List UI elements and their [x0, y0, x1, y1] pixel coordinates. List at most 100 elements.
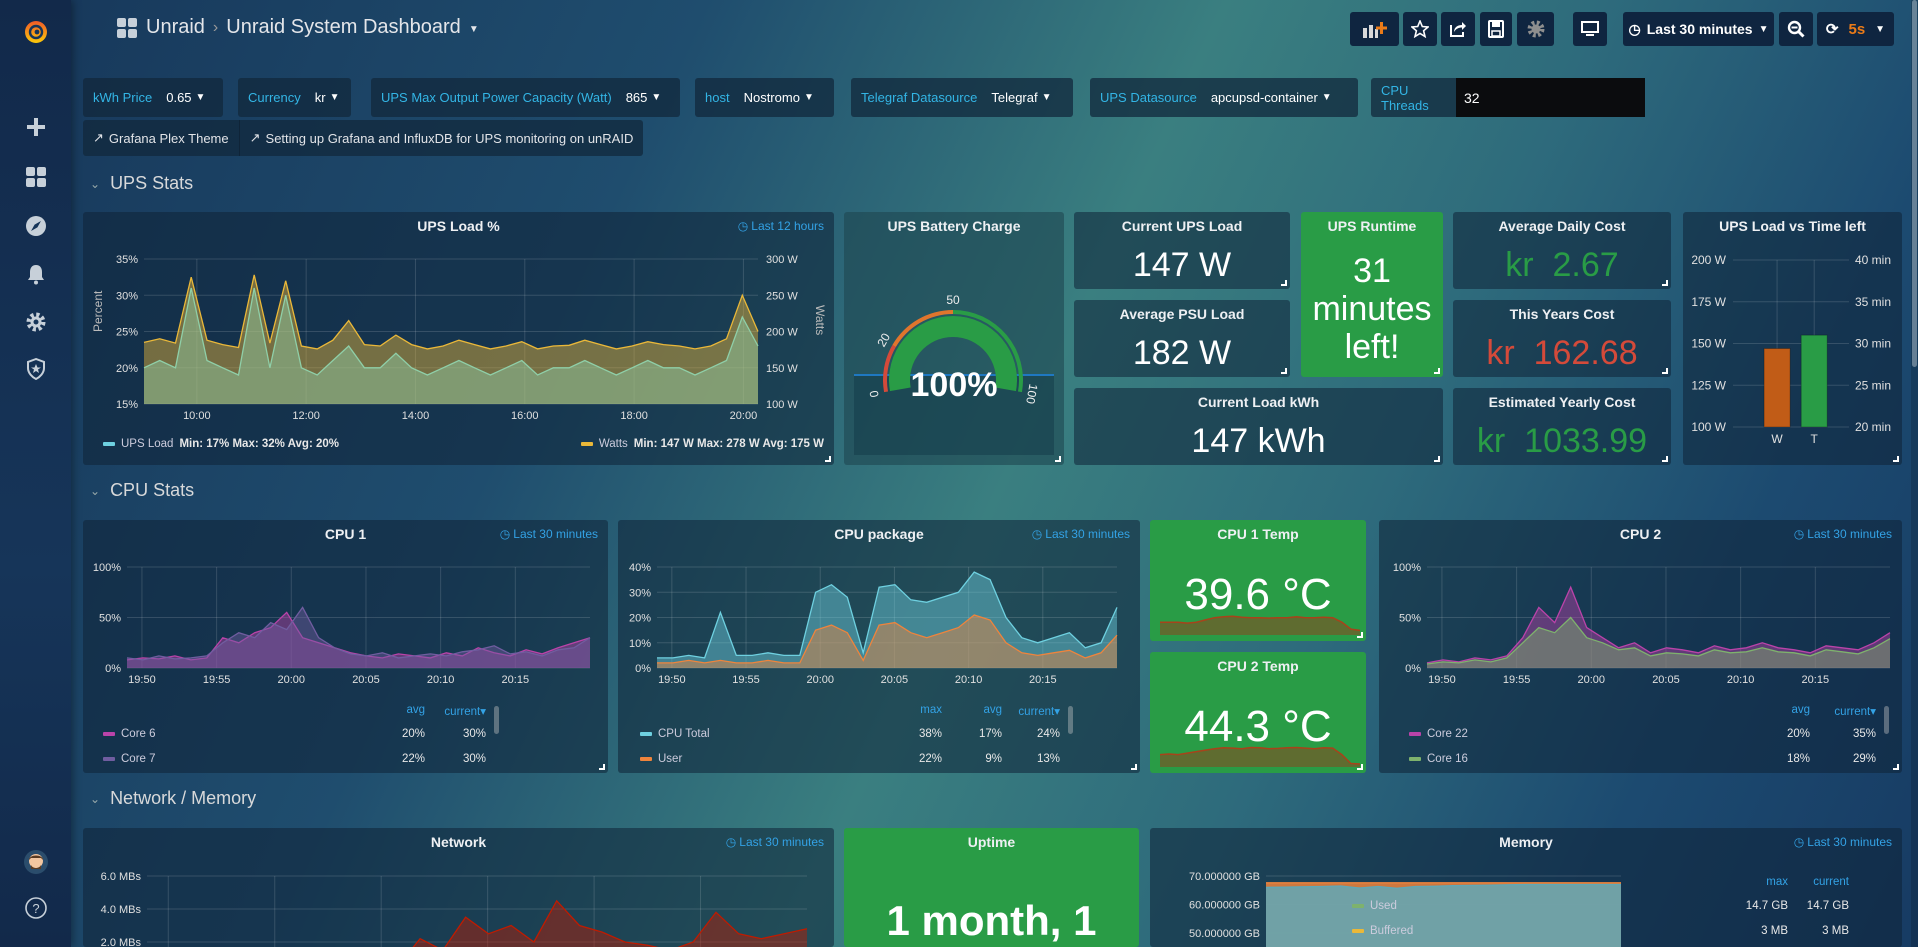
- panel-title[interactable]: This Years Cost: [1509, 306, 1615, 322]
- save-dashboard-button[interactable]: [1480, 12, 1512, 46]
- cpu-package-chart[interactable]: 40% 30% 20% 10% 0% 19:50 19:55 20:00 20:05 20:10 2…: [618, 550, 1140, 700]
- breadcrumb-folder[interactable]: Unraid: [146, 16, 205, 38]
- refresh-picker[interactable]: ⟳ 5s ▼: [1817, 12, 1894, 46]
- refresh-icon[interactable]: ⟳: [1825, 21, 1839, 38]
- compass-explore-icon[interactable]: [22, 212, 50, 240]
- legend-watts[interactable]: Watts Min: 147 W Max: 278 W Avg: 175 W: [580, 438, 824, 450]
- resize-handle[interactable]: [1357, 764, 1363, 770]
- user-avatar[interactable]: [22, 848, 50, 876]
- panel-title[interactable]: Current Load kWh: [1197, 394, 1320, 410]
- panel-title[interactable]: UPS Runtime: [1327, 218, 1417, 234]
- resize-handle[interactable]: [599, 764, 605, 770]
- add-panel-button[interactable]: [1350, 12, 1399, 46]
- legend-column-max[interactable]: max: [920, 704, 942, 716]
- legend-row[interactable]: CPU Total: [640, 728, 710, 740]
- variable-value[interactable]: Nostromo: [743, 90, 800, 105]
- variable-value[interactable]: kr: [314, 90, 326, 105]
- gear-configuration-icon[interactable]: [22, 308, 50, 336]
- refresh-interval[interactable]: 5s: [1848, 20, 1866, 38]
- legend-scrollbar[interactable]: [1884, 706, 1889, 734]
- legend-row[interactable]: Buffered: [1352, 925, 1413, 937]
- legend-column-current[interactable]: current▾: [444, 706, 486, 718]
- legend-ups-load[interactable]: UPS Load Min: 17% Max: 32% Avg: 20%: [103, 438, 339, 450]
- variable-telegraf-datasource[interactable]: Telegraf Datasource Telegraf ▼: [851, 78, 1073, 117]
- panel-title[interactable]: CPU 1: [324, 526, 367, 542]
- ups-load-chart[interactable]: 35% 30% 25% 20% 15% 300 W 250 W 200 W 150 W 100 W…: [83, 242, 834, 432]
- panel-title[interactable]: CPU 2: [1619, 526, 1662, 542]
- resize-handle[interactable]: [1357, 632, 1363, 638]
- resize-handle[interactable]: [1893, 456, 1899, 462]
- legend-row[interactable]: Used: [1352, 900, 1397, 912]
- legend-row[interactable]: User: [640, 753, 682, 765]
- legend-column-current[interactable]: current▾: [1834, 706, 1876, 718]
- panel-title[interactable]: Uptime: [967, 834, 1016, 850]
- cpu1-chart[interactable]: 100% 50% 0% 19:50 19:55 20:00 20:05 20:10 20:15: [83, 550, 608, 700]
- panel-title[interactable]: UPS Battery Charge: [887, 218, 1021, 234]
- dashboards-grid-icon[interactable]: [22, 163, 50, 191]
- variable-host[interactable]: host Nostromo ▼: [695, 78, 834, 117]
- time-range-picker[interactable]: ◷ Last 30 minutes ▼: [1623, 12, 1774, 46]
- row-cpu-stats[interactable]: ⌄ CPU Stats: [90, 480, 194, 501]
- variable-ups-datasource[interactable]: UPS Datasource apcupsd-container ▼: [1090, 78, 1358, 117]
- panel-title[interactable]: Estimated Yearly Cost: [1488, 394, 1636, 410]
- panel-title[interactable]: Memory: [1499, 834, 1553, 850]
- shield-admin-icon[interactable]: [22, 355, 50, 383]
- dashboard-title[interactable]: Unraid System Dashboard: [226, 16, 461, 38]
- resize-handle[interactable]: [1281, 368, 1287, 374]
- row-network-memory[interactable]: ⌄ Network / Memory: [90, 788, 256, 809]
- panel-title[interactable]: CPU 2 Temp: [1217, 658, 1299, 674]
- share-dashboard-button[interactable]: [1441, 12, 1475, 46]
- legend-column-current[interactable]: current: [1813, 876, 1849, 888]
- cpu-threads-input[interactable]: [1456, 78, 1645, 117]
- resize-handle[interactable]: [1131, 764, 1137, 770]
- resize-handle[interactable]: [1434, 368, 1440, 374]
- legend-column-avg[interactable]: avg: [406, 704, 425, 716]
- variable-value[interactable]: apcupsd-container: [1210, 90, 1318, 105]
- legend-row[interactable]: Core 7: [103, 753, 156, 765]
- resize-handle[interactable]: [1662, 456, 1668, 462]
- link-grafana-plex-theme[interactable]: ↗ Grafana Plex Theme: [83, 120, 239, 156]
- panel-title[interactable]: Current UPS Load: [1121, 218, 1243, 234]
- row-ups-stats[interactable]: ⌄ UPS Stats: [90, 173, 193, 194]
- link-ups-monitoring-guide[interactable]: ↗ Setting up Grafana and InfluxDB for UPS…: [238, 120, 644, 156]
- resize-handle[interactable]: [1662, 280, 1668, 286]
- panel-title[interactable]: UPS Load %: [417, 218, 500, 234]
- variable-value[interactable]: 0.65: [166, 90, 192, 105]
- plus-icon[interactable]: [22, 113, 50, 141]
- resize-handle[interactable]: [1434, 456, 1440, 462]
- page-scrollbar[interactable]: [1911, 0, 1918, 947]
- legend-column-current[interactable]: current▾: [1018, 706, 1060, 718]
- resize-handle[interactable]: [1281, 280, 1287, 286]
- variable-value[interactable]: Telegraf: [991, 90, 1038, 105]
- legend-row[interactable]: Core 22: [1409, 728, 1468, 740]
- legend-scrollbar[interactable]: [1068, 706, 1073, 734]
- cpu2-chart[interactable]: 100% 50% 0% 19:50 19:55 20:00 20:05 20:10 20:15: [1379, 550, 1902, 700]
- legend-column-avg[interactable]: avg: [983, 704, 1002, 716]
- panel-title[interactable]: Network: [430, 834, 487, 850]
- zoom-out-button[interactable]: [1779, 12, 1813, 46]
- variable-ups-max-output[interactable]: UPS Max Output Power Capacity (Watt) 865 ▼: [371, 78, 680, 117]
- legend-row[interactable]: Core 6: [103, 728, 156, 740]
- help-icon[interactable]: ?: [22, 894, 50, 922]
- legend-row[interactable]: Core 16: [1409, 753, 1468, 765]
- resize-handle[interactable]: [825, 456, 831, 462]
- panel-title[interactable]: Average PSU Load: [1119, 306, 1245, 322]
- panel-title[interactable]: CPU package: [834, 526, 924, 542]
- legend-scrollbar[interactable]: [494, 706, 499, 734]
- panel-title[interactable]: CPU 1 Temp: [1217, 526, 1299, 542]
- grafana-logo-icon[interactable]: [22, 17, 50, 45]
- legend-column-max[interactable]: max: [1766, 876, 1788, 888]
- tv-mode-button[interactable]: [1573, 12, 1607, 46]
- panel-title[interactable]: Average Daily Cost: [1498, 218, 1626, 234]
- dashboard-settings-button[interactable]: [1517, 12, 1554, 46]
- variable-kwh-price[interactable]: kWh Price 0.65 ▼: [83, 78, 223, 117]
- variable-value[interactable]: 865: [625, 90, 648, 105]
- legend-column-avg[interactable]: avg: [1791, 704, 1810, 716]
- bell-alerting-icon[interactable]: [22, 260, 50, 288]
- resize-handle[interactable]: [1055, 456, 1061, 462]
- resize-handle[interactable]: [1893, 764, 1899, 770]
- star-dashboard-button[interactable]: [1403, 12, 1437, 46]
- dashboard-dropdown-caret-icon[interactable]: ▼: [468, 24, 479, 35]
- resize-handle[interactable]: [1662, 368, 1668, 374]
